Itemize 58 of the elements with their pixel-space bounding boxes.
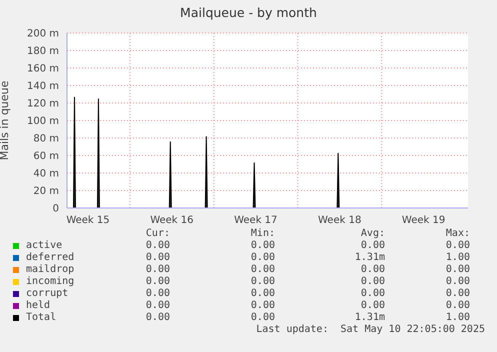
y-tick-label: 100 m [26,116,59,128]
text: 1.00 [444,312,470,323]
text: 0.00 [444,264,470,275]
text: Cur: [144,228,170,239]
text: 0.00 [444,276,470,287]
x-tick-label: Week 16 [150,215,194,226]
text: 0.00 [144,300,170,311]
text: 0.00 [250,312,275,323]
y-tick-label: 80 m [33,134,59,145]
text: 0.00 [144,264,170,275]
text: 0.00 [144,240,170,251]
text: 0.00 [250,276,275,287]
text: Min: [250,228,275,239]
text: 0.00 [144,252,170,263]
text: 0.00 [144,288,170,299]
y-tick-label: 200 m [26,28,59,40]
text: 0.00 [444,240,470,251]
legend-label: held [26,300,50,311]
text: 0.00 [444,288,470,299]
text: 0.00 [250,264,275,275]
text: 0.00 [360,300,385,311]
x-tick-label: Week 15 [66,215,110,226]
text: 0.00 [360,264,385,275]
text: 0.00 [360,240,385,251]
text: 0.00 [250,252,275,263]
y-tick-label: 160 m [26,64,59,75]
legend-label: deferred [26,252,74,263]
y-axis-title: Mails in queue [0,80,11,160]
text: 0.00 [444,300,470,311]
x-tick-label: Week 18 [318,215,362,226]
legend-label: active [26,240,62,251]
legend-label: Total [26,312,56,323]
y-tick-label: 180 m [26,46,59,58]
y-tick-label: 120 m [26,98,59,110]
chart-title: Mailqueue - by month [179,5,318,20]
legend-label: maildrop [26,264,74,275]
y-tick-label: 0 [52,204,59,215]
x-tick-label: Week 17 [234,215,278,226]
legend-label: incoming [26,276,74,287]
y-tick-label: 20 m [33,186,59,198]
y-tick-label: 140 m [26,81,59,92]
x-tick-label: Week 19 [402,215,446,226]
text: 0.00 [360,288,385,299]
text: Last update: Sat May 10 22:05:00 2025 [255,324,485,335]
text: 0.00 [144,312,170,323]
text: 0.00 [250,240,275,251]
text: Max: [444,228,470,239]
text: Avg: [360,228,385,239]
y-tick-label: 60 m [33,151,59,162]
text: 0.00 [144,276,170,287]
text: 1.31m [354,312,385,323]
text: 0.00 [250,300,275,311]
text: 1.31m [354,252,385,263]
text: 1.00 [444,252,470,263]
text: 0.00 [360,276,385,287]
text: 0.00 [250,288,275,299]
legend-label: corrupt [26,288,68,299]
y-tick-label: 40 m [33,168,59,180]
